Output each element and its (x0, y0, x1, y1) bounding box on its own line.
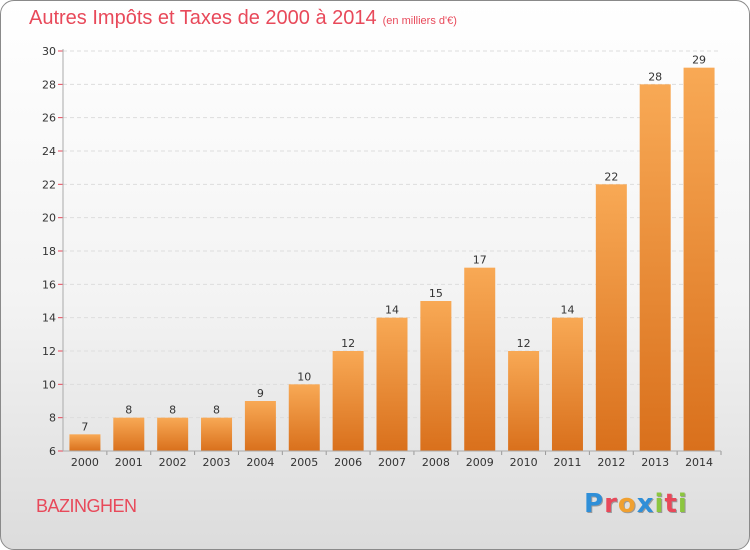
bar (508, 351, 540, 451)
logo-letter: i (654, 489, 665, 519)
bar (464, 267, 496, 451)
x-tick-label: 2012 (597, 456, 625, 469)
bar (551, 317, 583, 451)
y-tick-label: 16 (42, 278, 56, 291)
logo-letter: P (584, 489, 605, 519)
bar-value-label: 8 (213, 404, 220, 417)
bar-value-label: 15 (429, 287, 443, 300)
bar-value-label: 29 (692, 54, 706, 67)
chart-subtitle: (en milliers d'€) (382, 15, 457, 27)
bar (69, 434, 101, 451)
x-tick-label: 2006 (334, 456, 362, 469)
bar (595, 184, 627, 452)
x-tick-label: 2010 (510, 456, 538, 469)
x-tick-label: 2009 (466, 456, 494, 469)
bar (420, 301, 452, 451)
bars: 7 8 8 8 9 10 12 14 15 17 12 14 22 28 29 (69, 54, 715, 452)
bar-value-label: 9 (257, 387, 264, 400)
logo-letter: o (617, 489, 637, 519)
logo-letter: t (664, 489, 678, 519)
y-tick-label: 18 (42, 245, 56, 258)
bar (113, 417, 145, 451)
bar-value-label: 28 (648, 70, 662, 83)
proxiti-logo: Proxiti (584, 489, 688, 519)
y-tick-label: 24 (42, 145, 56, 158)
x-tick-label: 2008 (422, 456, 450, 469)
x-tick-label: 2014 (685, 456, 713, 469)
bar-value-label: 12 (517, 337, 531, 350)
commune-name: BAZINGHEN (36, 496, 137, 516)
bar (201, 417, 233, 451)
x-tick-label: 2004 (246, 456, 274, 469)
bar-value-label: 8 (125, 404, 132, 417)
x-tick-label: 2002 (159, 456, 187, 469)
y-tick-label: 8 (49, 412, 56, 425)
y-tick-label: 22 (42, 178, 56, 191)
bar (376, 317, 408, 451)
bar (683, 67, 715, 452)
y-tick-label: 20 (42, 212, 56, 225)
chart-title: Autres Impôts et Taxes de 2000 à 2014 (en… (29, 7, 457, 30)
bar-value-label: 22 (604, 170, 618, 183)
x-tick-label: 2005 (290, 456, 318, 469)
bar-value-label: 8 (169, 404, 176, 417)
x-tick-label: 2007 (378, 456, 406, 469)
bar-value-label: 12 (341, 337, 355, 350)
bar (332, 351, 364, 451)
y-tick-label: 26 (42, 112, 56, 125)
y-tick-label: 6 (49, 445, 56, 458)
chart-title-text: Autres Impôts et Taxes de 2000 à 2014 (29, 7, 377, 29)
x-tick-label: 2011 (553, 456, 581, 469)
bar (157, 417, 189, 451)
axes: 6 8 10 12 14 16 18 20 22 24 26 28 30 2000 2001 2002 2003… (42, 45, 722, 469)
x-tick-label: 2001 (115, 456, 143, 469)
bar-value-label: 14 (560, 304, 574, 317)
bar (288, 384, 320, 451)
y-tick-label: 28 (42, 78, 56, 91)
bar (639, 84, 671, 451)
y-tick-label: 14 (42, 312, 56, 325)
logo-letter: x (636, 489, 655, 519)
bar-value-label: 7 (81, 420, 88, 433)
bar-value-label: 14 (385, 304, 399, 317)
bar-value-label: 10 (297, 370, 311, 383)
bar (244, 401, 276, 451)
bar-value-label: 17 (473, 254, 487, 267)
x-tick-label: 2000 (71, 456, 99, 469)
x-tick-label: 2003 (203, 456, 231, 469)
logo-letter: i (677, 489, 688, 519)
y-tick-label: 30 (42, 45, 56, 58)
logo-letter: r (604, 489, 618, 519)
y-tick-label: 10 (42, 378, 56, 391)
y-tick-label: 12 (42, 345, 56, 358)
x-tick-label: 2013 (641, 456, 669, 469)
